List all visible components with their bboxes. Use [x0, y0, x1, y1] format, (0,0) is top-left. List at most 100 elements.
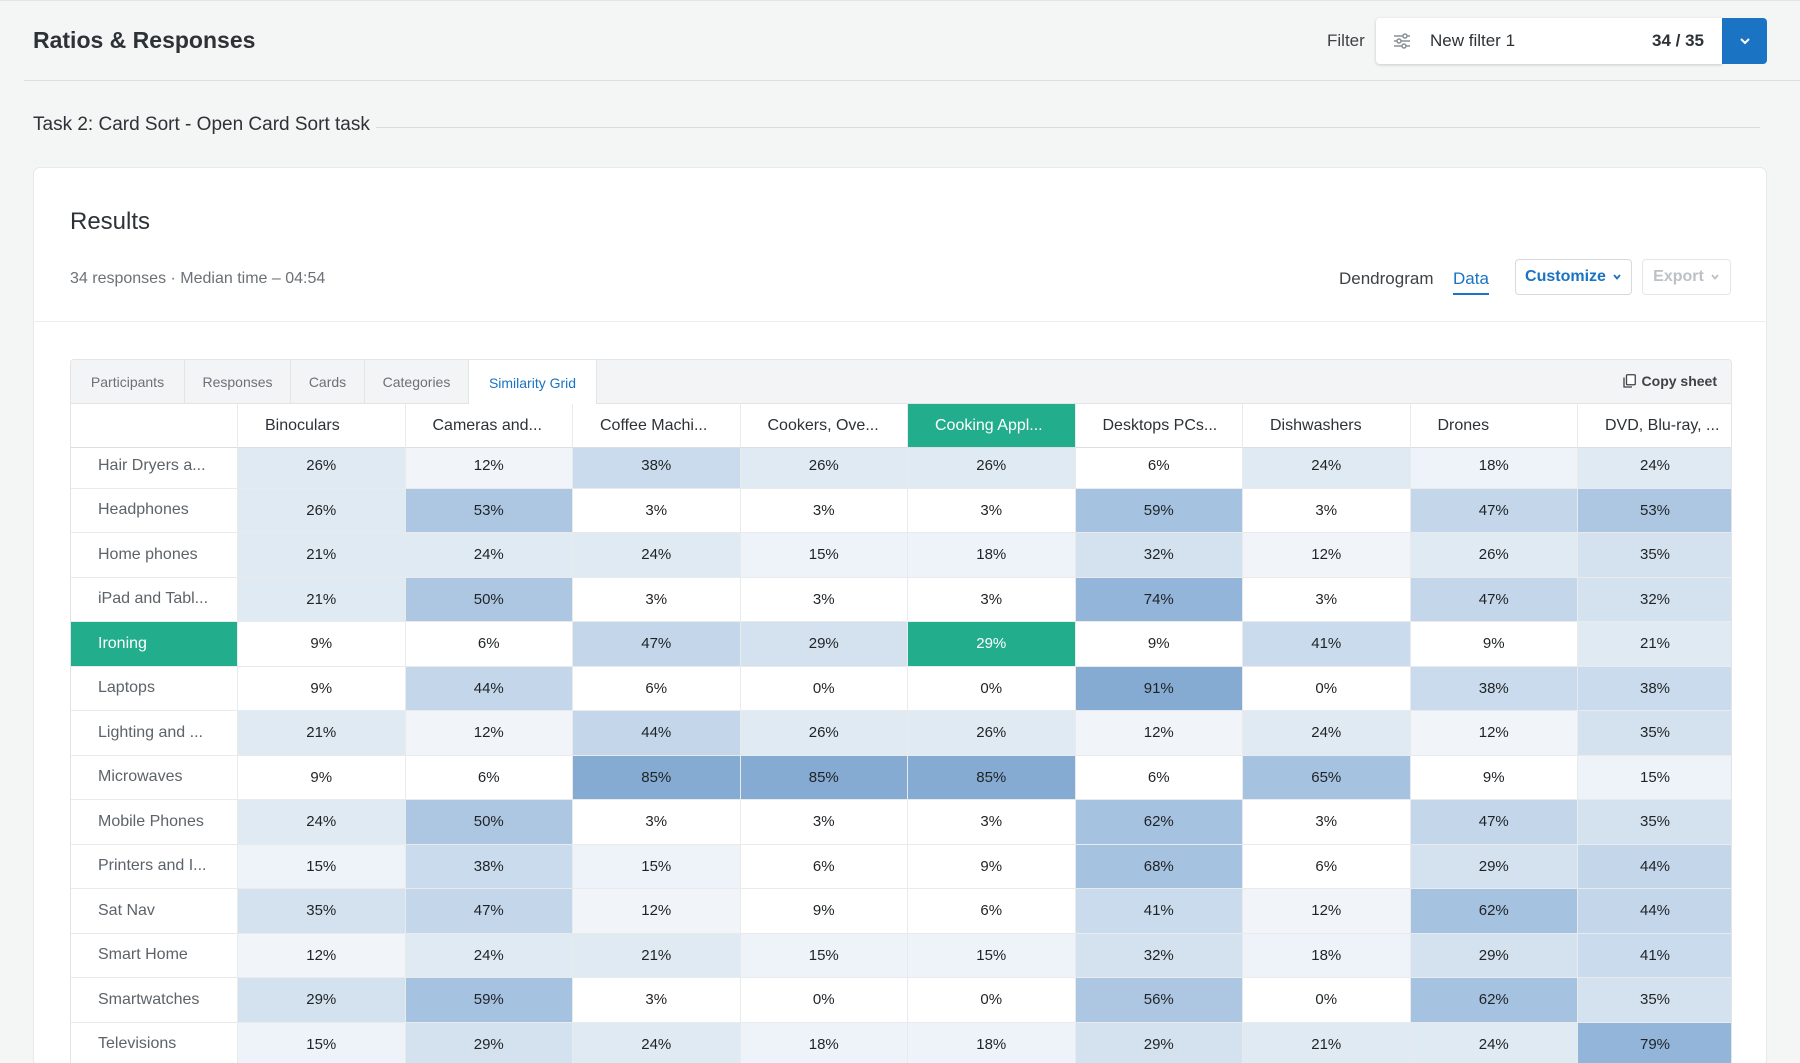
grid-cell[interactable]: 15% — [573, 844, 741, 889]
copy-sheet-button[interactable]: Copy sheet — [1622, 373, 1717, 389]
grid-cell[interactable]: 59% — [405, 978, 573, 1023]
grid-cell[interactable]: 0% — [1243, 978, 1411, 1023]
grid-cell[interactable]: 3% — [1243, 488, 1411, 533]
grid-cell[interactable]: 18% — [740, 1022, 908, 1063]
tab-cards[interactable]: Cards — [291, 360, 365, 404]
grid-cell[interactable]: 3% — [1243, 577, 1411, 622]
grid-cell[interactable]: 3% — [1243, 800, 1411, 845]
grid-cell[interactable]: 35% — [1578, 711, 1731, 756]
column-header[interactable]: Binoculars — [238, 404, 406, 448]
grid-cell[interactable]: 53% — [1578, 488, 1731, 533]
grid-cell[interactable]: 9% — [1075, 622, 1243, 667]
grid-cell[interactable]: 79% — [1578, 1022, 1731, 1063]
grid-cell[interactable]: 41% — [1578, 933, 1731, 978]
grid-cell[interactable]: 21% — [1243, 1022, 1411, 1063]
grid-cell[interactable]: 3% — [908, 800, 1076, 845]
grid-cell[interactable]: 24% — [1243, 711, 1411, 756]
grid-cell[interactable]: 47% — [1410, 488, 1578, 533]
grid-cell[interactable]: 3% — [573, 577, 741, 622]
grid-cell[interactable]: 24% — [238, 800, 406, 845]
grid-cell[interactable]: 9% — [238, 622, 406, 667]
grid-cell[interactable]: 24% — [573, 1022, 741, 1063]
tab-participants[interactable]: Participants — [71, 360, 185, 404]
grid-cell[interactable]: 85% — [740, 755, 908, 800]
grid-cell[interactable]: 9% — [740, 889, 908, 934]
grid-cell[interactable]: 91% — [1075, 666, 1243, 711]
grid-cell[interactable]: 74% — [1075, 577, 1243, 622]
grid-cell[interactable]: 3% — [740, 488, 908, 533]
grid-cell[interactable]: 21% — [573, 933, 741, 978]
column-header[interactable]: Dishwashers — [1243, 404, 1411, 448]
column-header[interactable]: DVD, Blu-ray, ... — [1578, 404, 1731, 448]
grid-cell[interactable]: 0% — [740, 666, 908, 711]
grid-cell[interactable]: 0% — [908, 978, 1076, 1023]
grid-cell[interactable]: 85% — [908, 755, 1076, 800]
customize-button[interactable]: Customize — [1515, 259, 1632, 295]
grid-cell[interactable]: 21% — [238, 711, 406, 756]
grid-cell[interactable]: 47% — [1410, 577, 1578, 622]
column-header[interactable]: Coffee Machi... — [573, 404, 741, 448]
grid-cell[interactable]: 3% — [908, 488, 1076, 533]
grid-cell[interactable]: 85% — [573, 755, 741, 800]
grid-cell[interactable]: 12% — [573, 889, 741, 934]
grid-cell[interactable]: 29% — [740, 622, 908, 667]
grid-cell[interactable]: 15% — [238, 844, 406, 889]
tab-similarity-grid[interactable]: Similarity Grid — [469, 360, 597, 405]
grid-cell[interactable]: 26% — [740, 444, 908, 489]
grid-cell[interactable]: 3% — [573, 800, 741, 845]
grid-cell[interactable]: 15% — [1578, 755, 1731, 800]
grid-cell[interactable]: 6% — [1075, 755, 1243, 800]
grid-cell[interactable]: 44% — [1578, 889, 1731, 934]
grid-cell[interactable]: 3% — [573, 978, 741, 1023]
grid-cell[interactable]: 24% — [1578, 444, 1731, 489]
grid-cell[interactable]: 0% — [740, 978, 908, 1023]
grid-cell[interactable]: 56% — [1075, 978, 1243, 1023]
grid-cell[interactable]: 12% — [1243, 889, 1411, 934]
grid-cell[interactable]: 29% — [238, 978, 406, 1023]
grid-cell[interactable]: 50% — [405, 800, 573, 845]
grid-cell[interactable]: 35% — [1578, 533, 1731, 578]
grid-cell[interactable]: 26% — [238, 444, 406, 489]
grid-cell[interactable]: 29% — [405, 1022, 573, 1063]
grid-cell[interactable]: 6% — [405, 622, 573, 667]
tab-responses[interactable]: Responses — [185, 360, 291, 404]
grid-cell[interactable]: 9% — [238, 755, 406, 800]
grid-cell[interactable]: 35% — [1578, 800, 1731, 845]
grid-cell[interactable]: 32% — [1578, 577, 1731, 622]
grid-cell[interactable]: 53% — [405, 488, 573, 533]
grid-cell[interactable]: 12% — [1243, 533, 1411, 578]
export-button[interactable]: Export — [1642, 259, 1731, 295]
grid-cell[interactable]: 24% — [1410, 1022, 1578, 1063]
grid-cell[interactable]: 59% — [1075, 488, 1243, 533]
grid-cell[interactable]: 29% — [1410, 933, 1578, 978]
grid-cell[interactable]: 6% — [405, 755, 573, 800]
grid-cell[interactable]: 12% — [1075, 711, 1243, 756]
column-header[interactable]: Desktops PCs... — [1075, 404, 1243, 448]
grid-cell[interactable]: 0% — [1243, 666, 1411, 711]
grid-cell[interactable]: 41% — [1243, 622, 1411, 667]
grid-cell[interactable]: 47% — [573, 622, 741, 667]
grid-cell[interactable]: 35% — [1578, 978, 1731, 1023]
grid-cell[interactable]: 44% — [405, 666, 573, 711]
tab-categories[interactable]: Categories — [365, 360, 469, 404]
grid-cell[interactable]: 62% — [1410, 889, 1578, 934]
column-header[interactable]: Cameras and... — [405, 404, 573, 448]
grid-cell[interactable]: 21% — [238, 577, 406, 622]
grid-cell[interactable]: 9% — [238, 666, 406, 711]
grid-cell[interactable]: 9% — [908, 844, 1076, 889]
grid-cell[interactable]: 24% — [405, 933, 573, 978]
grid-cell[interactable]: 47% — [1410, 800, 1578, 845]
grid-cell[interactable]: 29% — [1075, 1022, 1243, 1063]
view-toggle-data[interactable]: Data — [1453, 269, 1489, 295]
grid-cell[interactable]: 12% — [1410, 711, 1578, 756]
grid-cell[interactable]: 26% — [908, 444, 1076, 489]
grid-cell[interactable]: 15% — [740, 933, 908, 978]
grid-cell[interactable]: 18% — [908, 533, 1076, 578]
grid-cell[interactable]: 62% — [1410, 978, 1578, 1023]
grid-cell[interactable]: 15% — [740, 533, 908, 578]
grid-cell[interactable]: 32% — [1075, 533, 1243, 578]
grid-cell[interactable]: 21% — [1578, 622, 1731, 667]
grid-cell[interactable]: 15% — [238, 1022, 406, 1063]
grid-cell[interactable]: 24% — [573, 533, 741, 578]
grid-cell[interactable]: 3% — [740, 800, 908, 845]
